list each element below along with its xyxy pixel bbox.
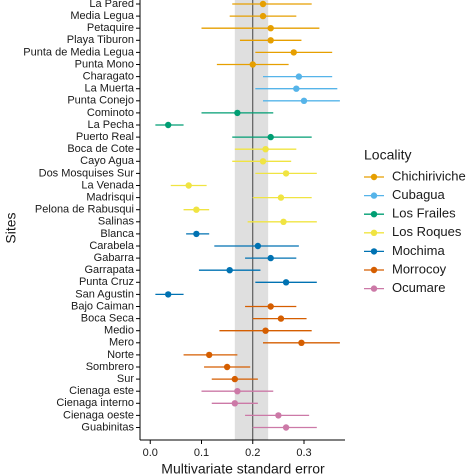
point	[249, 61, 256, 68]
y-tick-label: Punta de Media Legua	[23, 46, 135, 58]
y-tick-label: Cienaga oeste	[63, 409, 134, 421]
y-tick-label: Punta Conejo	[67, 95, 134, 107]
point	[262, 146, 269, 153]
point	[193, 230, 200, 238]
point	[280, 218, 287, 225]
point	[267, 133, 274, 141]
y-tick-label: Sombrero	[86, 361, 134, 373]
point	[295, 73, 303, 80]
point	[293, 85, 300, 92]
point	[226, 267, 233, 274]
y-tick-label: Mero	[109, 337, 134, 349]
point	[267, 37, 274, 44]
x-tick-label: 0.1	[194, 447, 209, 459]
point	[164, 121, 172, 129]
legend-label: Ocumare	[392, 280, 445, 295]
point	[234, 388, 241, 395]
legend-key-point	[370, 266, 378, 274]
legend-label: Cubagua	[392, 187, 446, 202]
point	[282, 170, 290, 177]
y-tick-label: Dos Mosquises Sur	[39, 167, 135, 179]
y-tick-label: Petaquire	[87, 22, 134, 34]
point	[262, 327, 269, 334]
y-tick-label: La Muerta	[84, 83, 134, 95]
legend-key-point	[370, 173, 378, 181]
point	[277, 194, 285, 201]
y-tick-label: Playa Tiburon	[67, 34, 134, 46]
y-tick-label: La Pared	[89, 0, 134, 10]
y-tick-label: Cominoto	[87, 107, 134, 119]
point	[282, 279, 290, 286]
legend-label: Los Frailes	[392, 206, 456, 221]
y-tick-label: Media Legua	[70, 10, 134, 22]
y-tick-label: Sur	[117, 373, 134, 385]
point	[282, 424, 290, 431]
x-tick-label: 0.2	[245, 447, 260, 459]
y-tick-label: Punta Cruz	[79, 276, 134, 288]
y-tick-label: Cienaga este	[69, 385, 134, 397]
point	[193, 206, 200, 213]
y-tick-label: Garrapata	[84, 264, 134, 276]
legend-label: Morrocoy	[392, 261, 447, 276]
y-tick-label: Carabela	[89, 240, 135, 252]
y-tick-label: Bajo Caiman	[71, 300, 134, 312]
point	[185, 182, 192, 189]
point	[231, 375, 239, 383]
y-tick-label: Boca de Cote	[67, 143, 134, 155]
y-tick-label: Charagato	[83, 71, 134, 83]
point	[275, 412, 282, 419]
y-tick-label: Norte	[107, 349, 134, 361]
y-tick-label: Pelona de Rabusqui	[35, 204, 134, 216]
y-tick-label: Medio	[104, 325, 134, 337]
legend-key-point	[370, 248, 378, 255]
legend-label: Mochima	[392, 243, 446, 258]
point	[267, 303, 274, 310]
point	[234, 109, 241, 117]
legend-key-point	[370, 211, 378, 218]
point	[300, 97, 308, 105]
point	[231, 400, 239, 407]
y-tick-label: Guabinitas	[81, 421, 134, 433]
y-axis-title: Sites	[3, 212, 19, 243]
y-tick-label: Boca Seca	[81, 313, 135, 325]
point	[164, 291, 172, 298]
point	[259, 158, 267, 165]
legend-label: Chichiriviche	[392, 168, 466, 183]
y-tick-label: Salinas	[98, 216, 135, 228]
legend-key-point	[370, 229, 378, 236]
point	[223, 363, 231, 371]
point	[267, 25, 274, 32]
x-tick-label: 0.0	[143, 447, 158, 459]
y-tick-label: Puerto Real	[76, 131, 134, 143]
y-tick-label: Madrisqui	[86, 192, 134, 204]
y-tick-label: Blanca	[100, 228, 135, 240]
point	[267, 254, 274, 262]
point	[259, 12, 267, 20]
point	[205, 351, 213, 359]
y-tick-label: La Venada	[81, 179, 134, 191]
x-tick-label: 0.3	[296, 447, 311, 459]
legend-label: Los Roques	[392, 224, 462, 239]
y-tick-label: Punta Mono	[75, 58, 134, 70]
y-tick-label: Gabarra	[94, 252, 135, 264]
y-tick-label: Cayo Agua	[80, 155, 135, 167]
point	[259, 0, 267, 8]
point	[254, 242, 262, 250]
point	[277, 315, 285, 322]
legend-title: Locality	[364, 147, 411, 163]
point	[290, 49, 297, 56]
y-tick-label: Cienaga interno	[56, 397, 134, 409]
point	[298, 339, 305, 346]
legend-key-point	[370, 192, 378, 199]
x-axis-title: Multivariate standard error	[161, 461, 325, 474]
y-tick-label: San Agustin	[75, 288, 134, 300]
legend-key-point	[370, 285, 378, 292]
y-tick-label: La Pecha	[88, 119, 135, 131]
